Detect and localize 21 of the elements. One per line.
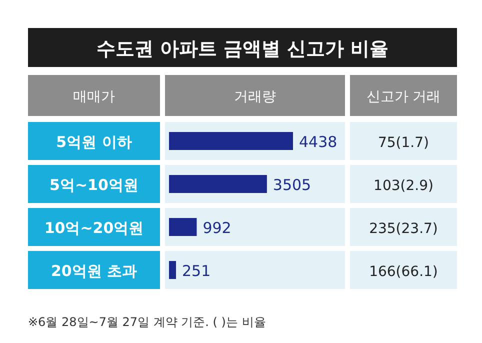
data-label: 992 [202, 219, 232, 237]
y-axis-title: 매매가 [73, 89, 115, 105]
text: 103(2.9) [374, 178, 434, 194]
y-tick-label: 5억~10억원 [50, 176, 138, 194]
text: 75(1.7) [378, 135, 430, 151]
chart-title: 수도권 아파트 금액별 신고가 비율 [96, 38, 389, 60]
text: 신고가 거래 [366, 89, 441, 105]
bar [169, 132, 293, 150]
text: 235(23.7) [369, 221, 438, 237]
y-tick-label: 10억~20억원 [44, 219, 144, 237]
y-tick-label: 20억원 초과 [50, 262, 138, 280]
data-label: 251 [182, 262, 211, 280]
x-axis-title: 거래량 [234, 89, 276, 105]
text: ※6월 28일~7월 27일 계약 기준. ( )는 비율 [28, 315, 266, 329]
y-tick-label: 5억원 이하 [56, 133, 132, 151]
bar [169, 175, 267, 193]
data-label: 3505 [272, 176, 312, 194]
data-label: 4438 [299, 133, 338, 151]
bar [169, 218, 197, 236]
bar [169, 261, 176, 279]
text: 166(66.1) [369, 264, 438, 280]
